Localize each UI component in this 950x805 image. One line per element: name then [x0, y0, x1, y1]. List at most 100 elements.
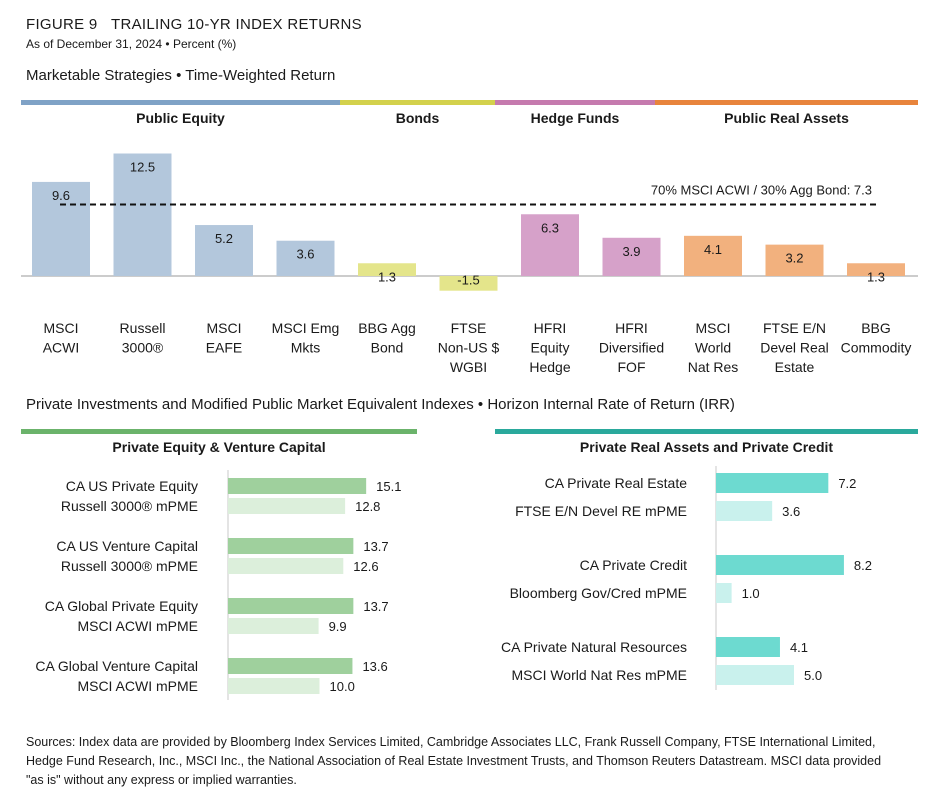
- category-label: HFRI: [615, 320, 648, 336]
- category-label: BBG: [861, 320, 891, 336]
- category-label: Diversified: [599, 340, 664, 356]
- bar-value-label: 1.3: [378, 269, 396, 284]
- category-label: FTSE: [451, 320, 487, 336]
- bar-value-label: 3.2: [785, 251, 803, 266]
- category-label: Estate: [775, 359, 815, 375]
- bar-3: [276, 240, 335, 276]
- ra-category-label: MSCI World Nat Res mPME: [511, 667, 687, 683]
- category-label: Devel Real: [760, 340, 828, 356]
- figure-number: FIGURE 9: [26, 16, 98, 33]
- pe-bar-2: [228, 538, 354, 554]
- category-label: 3000®: [122, 340, 164, 356]
- category-label: World: [695, 340, 731, 356]
- category-label: MSCI Emg: [272, 320, 340, 336]
- ra-bar-0: [716, 473, 829, 493]
- section-marketable-title: Marketable Strategies • Time-Weighted Re…: [26, 67, 336, 84]
- category-label: FOF: [618, 359, 646, 375]
- pe-category-label: CA Global Private Equity: [45, 598, 198, 614]
- bar-6: [521, 214, 579, 276]
- bar-value-label: -1.5: [457, 273, 479, 288]
- bar-2: [195, 225, 253, 276]
- ra-category-label: FTSE E/N Devel RE mPME: [515, 503, 687, 519]
- category-label: BBG Agg: [358, 320, 416, 336]
- pe-category-label: CA Global Venture Capital: [35, 658, 198, 674]
- pe-bar-value-label: 12.6: [353, 559, 378, 574]
- ra-bar-value-label: 3.6: [782, 504, 800, 519]
- group-label-public-real-assets: Public Real Assets: [724, 110, 849, 126]
- figure-subtitle: As of December 31, 2024 • Percent (%): [26, 37, 237, 51]
- category-label: Russell: [120, 320, 166, 336]
- pe-bar-value-label: 13.6: [362, 659, 387, 674]
- ra-bar-4: [716, 637, 780, 657]
- pe-vc-panel-title: Private Equity & Venture Capital: [112, 439, 326, 455]
- bar-0: [32, 181, 90, 276]
- category-label: MSCI: [696, 320, 731, 336]
- pe-bar-5: [228, 618, 319, 634]
- pe-bar-3: [228, 558, 344, 574]
- ra-bar-value-label: 5.0: [804, 668, 822, 683]
- pe-category-label: CA US Private Equity: [66, 478, 198, 494]
- group-bar-public-real-assets: [655, 100, 918, 105]
- sources-note: Sources: Index data are provided by Bloo…: [26, 735, 882, 787]
- pe-bar-value-label: 13.7: [363, 599, 388, 614]
- pe-bar-value-label: 12.8: [355, 499, 380, 514]
- category-label: Equity: [531, 340, 570, 356]
- figure-title-text: TRAILING 10-YR INDEX RETURNS: [110, 16, 362, 33]
- category-label: MSCI: [207, 320, 242, 336]
- ra-bar-value-label: 1.0: [742, 586, 760, 601]
- pe-bar-6: [228, 658, 353, 674]
- pe-category-label: MSCI ACWI mPME: [77, 618, 198, 634]
- pe-category-label: CA US Venture Capital: [56, 538, 198, 554]
- category-label: Nat Res: [688, 359, 739, 375]
- group-bar-public-equity: [21, 100, 340, 105]
- ra-bar-value-label: 8.2: [854, 558, 872, 573]
- group-bar-bonds: [340, 100, 495, 105]
- pe-bar-value-label: 9.9: [329, 619, 347, 634]
- ra-category-label: Bloomberg Gov/Cred mPME: [510, 585, 687, 601]
- category-label: Bond: [371, 340, 404, 356]
- category-label: EAFE: [206, 340, 243, 356]
- pe-category-label: Russell 3000® mPME: [61, 498, 198, 514]
- group-label-hedge-funds: Hedge Funds: [530, 110, 620, 126]
- category-label: WGBI: [450, 359, 487, 375]
- bar-value-label: 6.3: [541, 220, 559, 235]
- bar-value-label: 9.6: [52, 188, 70, 203]
- section-private-title: Private Investments and Modified Public …: [26, 396, 735, 413]
- bar-5: [439, 276, 498, 291]
- real-assets-header-line: [495, 429, 918, 434]
- bar-1: [113, 153, 172, 276]
- ra-bar-value-label: 4.1: [790, 640, 808, 655]
- category-label: Commodity: [841, 340, 912, 356]
- figure-title: FIGURE 9 TRAILING 10-YR INDEX RETURNS: [26, 16, 362, 33]
- group-label-public-equity: Public Equity: [136, 110, 225, 126]
- pe-bar-7: [228, 678, 320, 694]
- ra-bar-5: [716, 665, 794, 685]
- pe-bar-1: [228, 498, 346, 514]
- group-bar-hedge-funds: [495, 100, 655, 105]
- bar-value-label: 5.2: [215, 231, 233, 246]
- pe-bar-value-label: 13.7: [363, 539, 388, 554]
- bar-value-label: 12.5: [130, 160, 155, 175]
- category-label: FTSE E/N: [763, 320, 826, 336]
- ra-category-label: CA Private Real Estate: [545, 475, 688, 491]
- ra-bar-value-label: 7.2: [838, 476, 856, 491]
- bar-4: [358, 263, 416, 276]
- ra-bar-1: [716, 501, 773, 521]
- bar-value-label: 4.1: [704, 242, 722, 257]
- ra-category-label: CA Private Natural Resources: [501, 639, 687, 655]
- category-label: ACWI: [43, 340, 80, 356]
- group-label-bonds: Bonds: [395, 110, 440, 126]
- bar-8: [684, 235, 742, 276]
- pe-bar-4: [228, 598, 354, 614]
- pe-bar-0: [228, 478, 367, 494]
- pe-category-label: MSCI ACWI mPME: [77, 678, 198, 694]
- ra-bar-2: [716, 555, 844, 575]
- pe-category-label: Russell 3000® mPME: [61, 558, 198, 574]
- category-label: Mkts: [291, 340, 321, 356]
- bar-value-label: 3.6: [296, 247, 314, 262]
- category-label: MSCI: [44, 320, 79, 336]
- category-label: HFRI: [534, 320, 567, 336]
- bar-10: [847, 263, 905, 276]
- ra-bar-3: [716, 583, 732, 603]
